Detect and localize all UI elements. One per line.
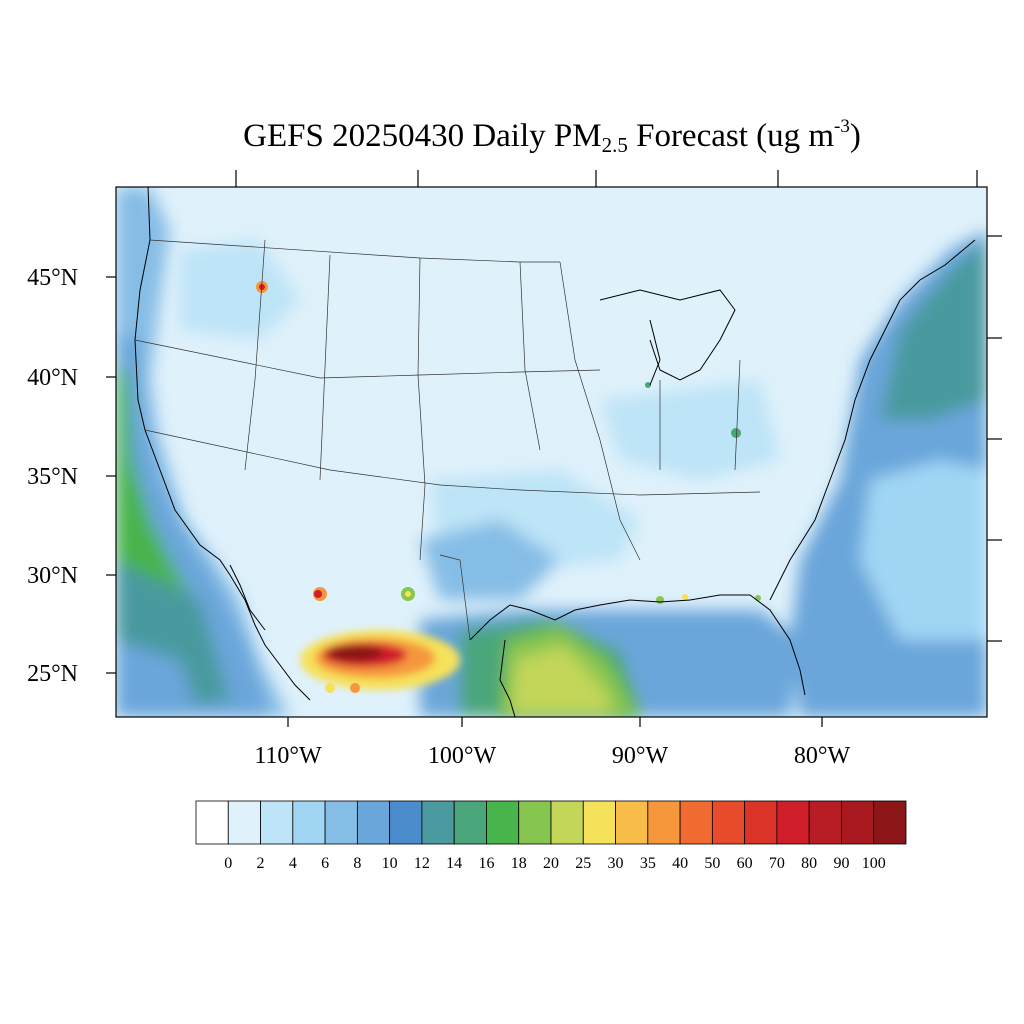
colorbar-swatch (679, 800, 713, 845)
chart-title: GEFS 20250430 Daily PM2.5 Forecast (ug m… (0, 112, 1024, 160)
colorbar-tick-label: 25 (575, 855, 591, 872)
colorbar-swatch (227, 800, 261, 845)
colorbar-tick-label: 20 (543, 855, 559, 872)
axis-ticks (106, 170, 1002, 727)
colorbar-tick-label: 18 (511, 855, 527, 872)
colorbar-tick-label: 4 (289, 855, 297, 872)
colorbar-swatch (711, 800, 746, 845)
lon-label: 80°W (794, 743, 851, 769)
colorbar-tick-label: 60 (737, 855, 753, 872)
colorbar-tick-label: 30 (608, 855, 624, 872)
lat-label: 35°N (27, 464, 78, 490)
colorbar-tick-label: 70 (769, 855, 785, 872)
pacific-field (116, 187, 290, 717)
gulf-plume (500, 625, 640, 717)
colorbar-swatch (647, 800, 681, 845)
colorbar-tick-label: 2 (257, 855, 265, 872)
colorbar-tick-label: 14 (446, 855, 462, 872)
concentration-field (116, 187, 987, 717)
hotspots (256, 281, 761, 693)
colorbar-tick-label: 40 (672, 855, 688, 872)
fire-plume-mexico (300, 630, 460, 690)
colorbar-swatch (356, 800, 391, 845)
title-close: ) (849, 118, 861, 154)
title-superscript: -3 (834, 116, 850, 137)
lat-label: 25°N (27, 661, 78, 687)
colorbar-swatch (744, 800, 778, 845)
colorbar-swatch (324, 800, 358, 845)
colorbar-tick-label: 80 (801, 855, 817, 872)
title-subscript: 2.5 (601, 133, 628, 157)
colorbar-tick-label: 0 (224, 855, 232, 872)
colorbar-swatch (389, 800, 423, 845)
interior-field (180, 240, 780, 600)
colorbar-swatch (453, 800, 487, 845)
colorbar-swatch (615, 800, 649, 845)
colorbar-tick-label: 35 (640, 855, 656, 872)
colorbar-swatch (195, 800, 229, 845)
colorbar-tick-label: 16 (478, 855, 494, 872)
map-frame (115, 186, 988, 718)
colorbar-tick-label: 90 (833, 855, 849, 872)
state-borders (134, 239, 761, 641)
colorbar: 0 2 4 6 8 10 12 14 16 18 20 25 30 35 40 50 60 70 80 90 100 (195, 800, 907, 872)
lat-label: 45°N (27, 265, 78, 291)
colorbar-swatch (260, 800, 294, 845)
colorbar-tick-label: 10 (382, 855, 398, 872)
colorbar-swatch (841, 800, 875, 845)
lat-label: 30°N (27, 563, 78, 589)
colorbar-swatch (421, 800, 455, 845)
colorbar-swatch (486, 800, 520, 845)
colorbar-swatch (776, 800, 810, 845)
lon-label: 110°W (254, 743, 322, 769)
lat-label: 40°N (27, 365, 78, 391)
lon-label: 90°W (612, 743, 669, 769)
colorbar-tick-label: 6 (321, 855, 329, 872)
lon-label: 100°W (428, 743, 497, 769)
axis-labels: 45°N 40°N 35°N 30°N 25°N 110°W 100°W 90°W 80°W (27, 265, 850, 769)
title-main: GEFS 20250430 Daily PM (243, 118, 602, 154)
colorbar-swatch (873, 800, 907, 845)
colorbar-swatch (292, 800, 326, 845)
colorbar-tick-label: 8 (353, 855, 361, 872)
colorbar-swatch (808, 800, 842, 845)
coastlines (134, 187, 976, 717)
colorbar-tick-label: 50 (704, 855, 720, 872)
colorbar-swatch (518, 800, 552, 845)
colorbar-swatch (550, 800, 584, 845)
title-post: Forecast (ug m (627, 118, 835, 154)
colorbar-tick-label: 12 (414, 855, 430, 872)
colorbar-tick-label: 100 (862, 855, 886, 872)
colorbar-swatch (582, 800, 616, 845)
